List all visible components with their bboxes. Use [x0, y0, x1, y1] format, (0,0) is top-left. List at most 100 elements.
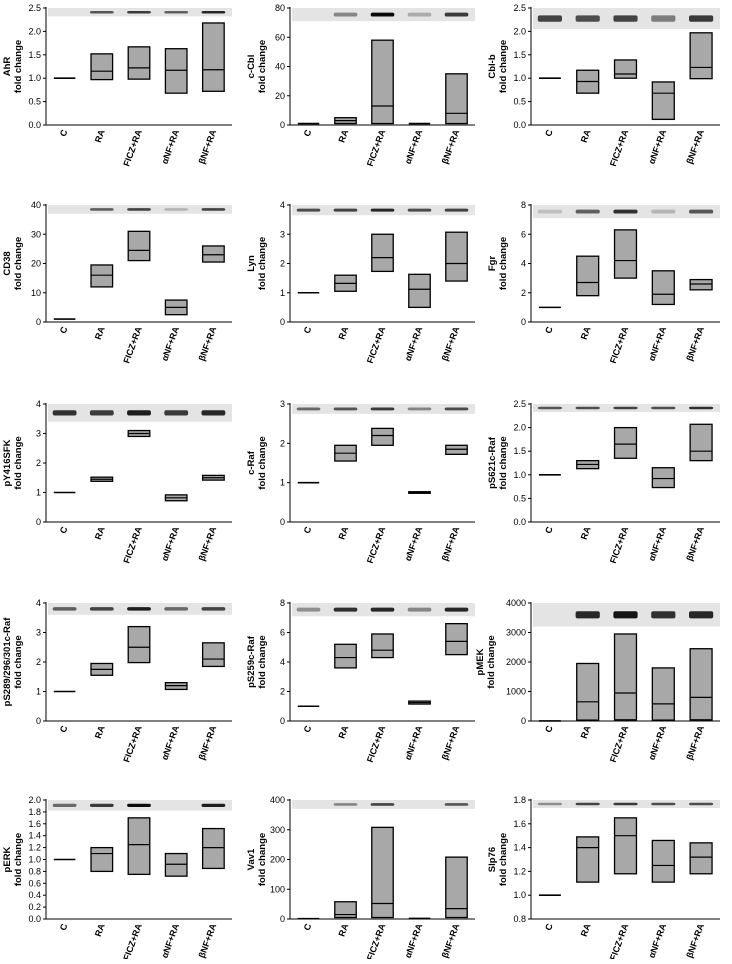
y-tick-label: 2000 [506, 657, 526, 667]
blot-band [407, 208, 432, 212]
blot-band [164, 208, 189, 211]
x-tick-label: RA [579, 922, 593, 938]
y-tick-label: 0 [280, 120, 285, 130]
x-tick-label: RA [579, 325, 593, 341]
y-tick-label: 0 [36, 716, 41, 726]
y-tick-label: 300 [270, 825, 285, 835]
blot-band [370, 407, 395, 411]
box-mark [201, 22, 225, 92]
y-tick-label: 0.6 [28, 878, 41, 888]
blot-band [201, 10, 226, 14]
x-tick-label: αNF+RA [403, 325, 425, 363]
blot-band [651, 611, 676, 619]
y-tick-label: 0.8 [513, 914, 526, 924]
y-tick-label: 40 [31, 200, 41, 210]
y-tick-label: 1.8 [28, 807, 41, 817]
blot-band [201, 410, 226, 416]
y-tick-label: 2 [36, 657, 41, 667]
blot-band [613, 406, 638, 410]
y-tick-label: 4000 [506, 598, 526, 608]
chart-panel: 0.0 0.5 1.0 1.5 2.0 2.5 pS621c-Raf fold change C… [487, 399, 720, 565]
y-tick-label: 2.0 [28, 26, 41, 36]
y-tick-label: 1.5 [513, 446, 526, 456]
y-tick-label: 2 [36, 458, 41, 468]
blot-band [89, 607, 114, 611]
blot-band [89, 10, 114, 14]
y-tick-label: 1.5 [28, 50, 41, 60]
box-mark [445, 231, 468, 282]
x-tick-label: C [543, 128, 555, 138]
blot-band [537, 802, 562, 806]
x-tick-label: βNF+RA [684, 325, 706, 362]
y-tick-label: 2 [521, 288, 526, 298]
box-mark [408, 273, 431, 309]
x-tick-label: C [543, 325, 555, 335]
blot-band [689, 406, 714, 410]
y-axis-label: fold change [486, 635, 497, 688]
box-mark [127, 625, 151, 664]
blot-band [613, 209, 638, 214]
x-tick-label: C [302, 922, 314, 932]
y-tick-label: 2 [280, 687, 285, 697]
blot-band [689, 802, 714, 806]
x-tick-label: βNF+RA [197, 525, 219, 562]
y-tick-label: 3 [280, 399, 285, 409]
x-tick-label: RA [337, 325, 351, 341]
blot-band [333, 208, 358, 212]
x-tick-label: RA [579, 525, 593, 541]
y-tick-label: 0 [521, 317, 526, 327]
y-tick-label: 0.0 [513, 517, 526, 527]
box-mark [371, 233, 394, 273]
y-tick-label: 2.0 [28, 795, 41, 805]
x-tick-label: C [302, 724, 314, 734]
box-mark [576, 836, 600, 883]
y-tick-label: 0 [521, 716, 526, 726]
y-tick-label: 0.0 [513, 120, 526, 130]
y-axis-label: pS289/296/301c-Raf [2, 617, 13, 707]
chart-panel: 0.0 0.5 1.0 1.5 2.0 2.5 AhR fold change C RA FICZ+… [2, 3, 232, 168]
y-axis-label: fold change [498, 40, 509, 93]
box-mark [576, 662, 600, 721]
blot-band [537, 406, 562, 410]
x-tick-label: C [58, 724, 70, 734]
x-tick-label: αNF+RA [403, 724, 425, 762]
y-tick-label: 1.0 [513, 470, 526, 480]
box-mark [371, 826, 394, 919]
box-mark [127, 817, 151, 876]
blot-band [89, 208, 114, 211]
x-tick-label: βNF+RA [440, 128, 462, 165]
y-axis-label: fold change [257, 237, 268, 290]
box-mark [201, 642, 225, 668]
y-tick-label: 0.5 [513, 97, 526, 107]
chart-panel: 0 1 2 3 4 pS289/296/301c-Raf fold change C RA FIC… [2, 598, 232, 764]
blot-band [444, 407, 469, 411]
y-tick-label: 1.6 [28, 819, 41, 829]
blot-band [52, 607, 77, 611]
box-mark [613, 817, 638, 875]
y-tick-label: 3 [280, 229, 285, 239]
x-tick-label: βNF+RA [197, 325, 219, 362]
y-axis-label: fold change [257, 635, 268, 688]
x-tick-label: βNF+RA [197, 922, 219, 959]
blot-band [575, 406, 600, 410]
y-tick-label: 0.0 [28, 120, 41, 130]
y-axis-label: fold change [498, 833, 509, 886]
x-tick-label: FICZ+RA [121, 724, 144, 764]
x-tick-label: αNF+RA [403, 525, 425, 563]
blot-band [689, 209, 714, 214]
y-tick-label: 100 [270, 884, 285, 894]
y-tick-label: 2 [280, 438, 285, 448]
y-tick-label: 1.2 [28, 843, 41, 853]
blot-band [52, 803, 77, 807]
blot-band [370, 12, 395, 17]
blot-band [651, 15, 676, 22]
box-mark [164, 48, 188, 94]
chart-panel: 0 1000 2000 3000 4000 pMEK fold change C RA FICZ+… [475, 598, 720, 764]
blot-band [575, 15, 600, 22]
x-tick-label: C [302, 325, 314, 335]
x-tick-label: αNF+RA [159, 128, 181, 166]
blot-band [333, 407, 358, 411]
x-tick-label: RA [337, 525, 351, 541]
chart-panel: 0 100 200 300 400 Vav1 fold change C RA FICZ+RA αN… [246, 795, 475, 962]
blot-band [370, 208, 395, 212]
